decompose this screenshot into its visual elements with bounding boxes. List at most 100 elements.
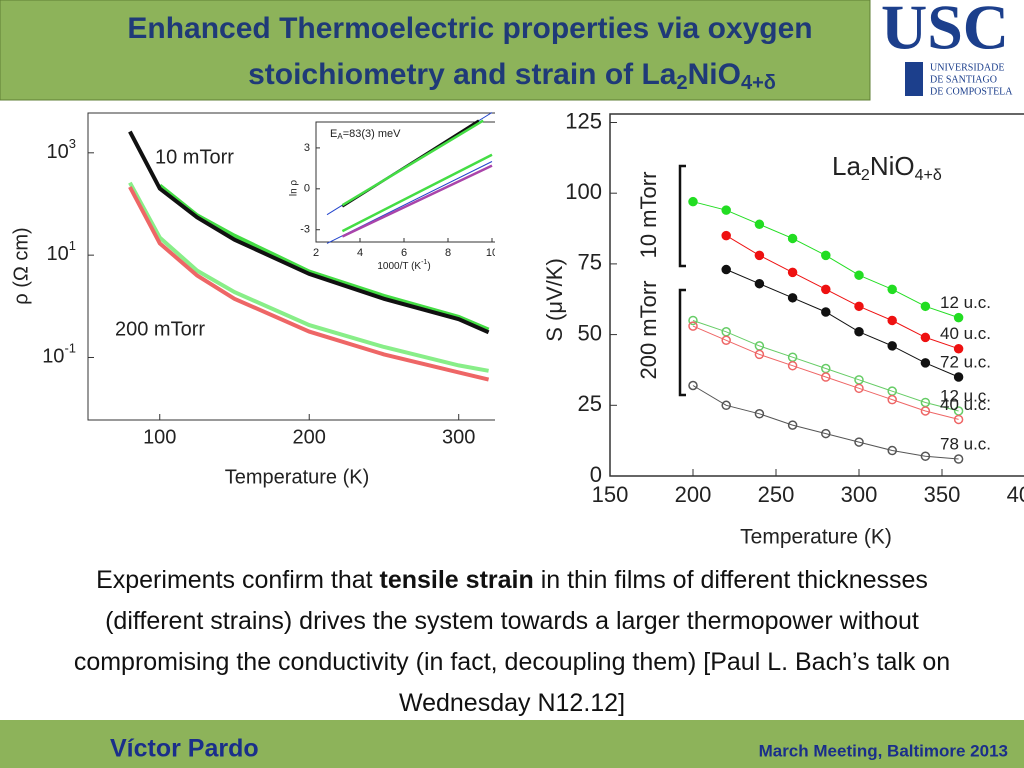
x-tick-label: 200 <box>293 426 326 448</box>
data-point <box>821 307 831 317</box>
data-point <box>721 400 731 411</box>
series-label: 72 u.c. <box>940 353 991 372</box>
title-part: NiO <box>870 151 915 181</box>
data-point <box>754 219 765 230</box>
label-part: E <box>330 128 337 140</box>
y-tick-label: 125 <box>565 108 602 133</box>
x-tick-label: 250 <box>758 482 795 507</box>
series-label: 40 u.c. <box>940 324 991 343</box>
data-point <box>854 301 864 312</box>
data-line <box>128 181 489 373</box>
logo-line: DE COMPOSTELA <box>930 86 1013 97</box>
y-tick-base: 10 <box>47 243 69 265</box>
data-line <box>128 186 490 382</box>
x-tick-label: 200 <box>675 482 712 507</box>
title-sub: 4+δ <box>915 167 942 184</box>
data-point <box>854 437 864 447</box>
footer-author: Víctor Pardo <box>110 735 259 763</box>
logo-mark: USC <box>881 0 1009 63</box>
inset-x-label: 1000/T (K-1) <box>377 259 430 272</box>
x-axis-label: Temperature (K) <box>225 466 370 488</box>
data-point <box>887 284 897 295</box>
logo-line: DE SANTIAGO <box>930 74 997 85</box>
data-point <box>887 394 897 405</box>
footer-band <box>0 720 1024 768</box>
series-label: 40 u.c. <box>940 395 991 414</box>
group-label: 200 mTorr <box>636 280 661 379</box>
data-point <box>821 284 831 295</box>
y-tick-exponent: 3 <box>69 136 76 151</box>
body-span: in thin films of different thicknesses (… <box>73 566 951 717</box>
data-point <box>787 267 798 278</box>
thermopower-figure: 150 200 250 300 350 400 0 25 50 75 100 125 Temperatu… <box>542 108 1024 549</box>
inset-y-tick-label: 3 <box>304 142 310 154</box>
x-tick-label: 400 <box>1007 482 1024 507</box>
data-point <box>754 409 765 419</box>
y-tick-base: 10 <box>42 346 64 368</box>
title-text: stoichiometry and strain of La <box>248 58 677 91</box>
inset-x-tick-label: 8 <box>445 247 451 259</box>
x-axis-label: Temperature (K) <box>740 526 892 549</box>
data-point <box>787 293 798 303</box>
y-tick-label: 10-1 <box>42 341 76 368</box>
data-point <box>953 372 964 382</box>
y-tick-label: 0 <box>590 462 602 487</box>
y-tick-label: 103 <box>47 136 76 163</box>
data-point <box>953 414 964 425</box>
title-line-2: stoichiometry and strain of La2NiO4+δ <box>248 58 776 94</box>
inset-y-tick-label: -3 <box>300 224 310 236</box>
data-point <box>920 406 931 416</box>
data-point <box>688 321 698 331</box>
data-point <box>688 196 698 207</box>
body-text: Experiments confirm that tensile strain … <box>52 560 972 724</box>
data-point <box>721 335 731 345</box>
inset-frame <box>315 121 495 243</box>
y-tick-label: 100 <box>565 179 602 204</box>
data-point <box>953 343 964 354</box>
data-point <box>787 360 798 371</box>
x-tick-label: 300 <box>442 426 475 448</box>
logo-line: UNIVERSIDADE <box>930 62 1004 73</box>
data-point <box>920 451 931 461</box>
inset-x-tick-label: 2 <box>313 247 319 259</box>
label-sub: A <box>337 132 343 141</box>
y-tick-label: 25 <box>578 391 602 416</box>
title-sub: 2 <box>677 72 688 94</box>
data-point <box>787 233 798 244</box>
series-label: 12 u.c. <box>940 293 991 312</box>
title-sub: 2 <box>861 167 870 184</box>
data-point <box>953 312 964 323</box>
x-tick-label: 300 <box>841 482 878 507</box>
label-sup: -1 <box>421 259 427 266</box>
data-point <box>754 349 765 360</box>
y-tick-base: 10 <box>47 141 69 163</box>
data-point <box>787 420 798 430</box>
logo-crest <box>905 62 923 96</box>
title-line-1: Enhanced Thermoelectric properties via o… <box>127 12 812 45</box>
data-point <box>688 380 698 391</box>
data-point <box>887 315 897 326</box>
data-line <box>692 325 959 420</box>
y-tick-label: 75 <box>578 250 602 275</box>
body-bold: tensile strain <box>379 566 534 594</box>
group-bracket <box>678 164 686 268</box>
data-line <box>692 320 959 412</box>
y-tick-label: 50 <box>578 320 602 345</box>
group-label: 10 mTorr <box>636 172 661 259</box>
footer-event: March Meeting, Baltimore 2013 <box>759 741 1008 760</box>
data-line <box>341 119 484 207</box>
title-sub: 4+δ <box>741 72 776 94</box>
data-line <box>725 235 959 350</box>
title-text: NiO <box>688 58 741 91</box>
data-point <box>754 278 765 289</box>
body-span: Experiments confirm that <box>96 566 380 594</box>
x-tick-label: 100 <box>143 426 176 448</box>
y-axis-label: S (μV/K) <box>542 258 567 342</box>
data-line <box>341 164 493 238</box>
annotation: 10 mTorr <box>155 146 234 168</box>
inset-x-tick-label: 10 <box>486 247 498 259</box>
data-point <box>821 428 831 439</box>
